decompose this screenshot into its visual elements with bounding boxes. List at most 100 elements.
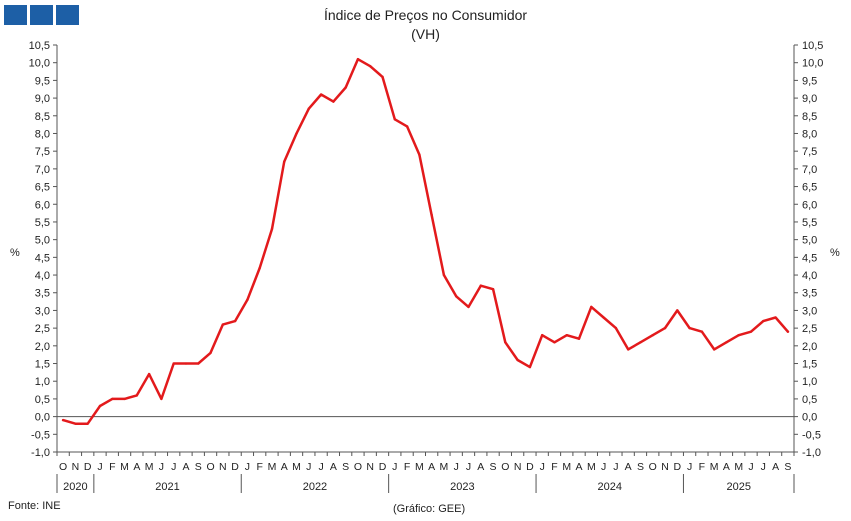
y-tick-label-right: 10,0	[802, 58, 823, 70]
x-month-label: N	[661, 461, 669, 473]
y-tick-label-left: 6,0	[35, 199, 50, 211]
data-point	[295, 132, 298, 135]
x-month-label: J	[306, 461, 311, 473]
x-month-label: M	[710, 461, 719, 473]
data-point	[221, 323, 225, 326]
x-month-label: A	[330, 461, 337, 473]
y-tick-label-left: 0,0	[35, 412, 50, 424]
x-month-label: N	[366, 461, 374, 473]
y-tick-label-left: -1,0	[31, 447, 50, 459]
data-point	[172, 362, 175, 365]
data-point	[344, 86, 347, 89]
y-tick-label-left: 10,5	[29, 40, 50, 52]
logo-block	[4, 5, 27, 25]
y-tick-label-left: 5,5	[35, 217, 50, 229]
x-month-label: O	[649, 461, 657, 473]
y-tick-label-left: 2,0	[35, 341, 50, 353]
data-point	[233, 319, 237, 323]
x-year-label: 2024	[598, 481, 622, 493]
logo	[4, 5, 79, 25]
y-tick-label-right: 9,5	[802, 75, 817, 87]
x-month-label: S	[784, 461, 791, 473]
y-tick-label-right: 6,5	[802, 182, 817, 194]
x-month-label: A	[723, 461, 730, 473]
x-month-label: D	[379, 461, 387, 473]
x-month-label: A	[576, 461, 583, 473]
data-point	[565, 334, 568, 337]
chart-title: Índice de Preços no Consumidor	[323, 7, 528, 23]
y-tick-label-right: 8,0	[802, 128, 817, 140]
y-tick-label-right: 7,5	[802, 146, 817, 158]
data-point	[307, 107, 311, 110]
y-tick-label-right: 9,0	[802, 93, 817, 105]
data-point	[430, 213, 433, 217]
y-tick-label-left: 5,0	[35, 235, 50, 247]
data-point	[540, 334, 544, 337]
x-month-label: M	[145, 461, 154, 473]
y-tick-label-right: 1,0	[802, 376, 817, 388]
y-tick-label-left: 4,0	[35, 270, 50, 282]
data-point	[123, 397, 126, 401]
data-point	[639, 341, 642, 344]
x-month-label: A	[477, 461, 484, 473]
y-tick-label-right: 6,0	[802, 199, 817, 211]
x-month-label: M	[562, 461, 571, 473]
x-month-label: J	[748, 461, 753, 473]
y-tick-label-left: 3,0	[35, 305, 50, 317]
x-month-label: M	[734, 461, 743, 473]
y-tick-label-left: 9,5	[35, 75, 50, 87]
y-tick-label-left: 4,5	[35, 252, 50, 264]
data-point	[676, 309, 679, 312]
data-point	[626, 348, 630, 351]
x-month-label: M	[587, 461, 596, 473]
data-point	[614, 326, 618, 330]
data-point	[700, 330, 704, 333]
data-point	[553, 341, 556, 344]
y-tick-label-right: -0,5	[802, 429, 821, 441]
data-point	[98, 404, 102, 408]
x-month-label: J	[97, 461, 102, 473]
source-note: Fonte: INE	[8, 500, 61, 512]
data-point	[737, 334, 740, 337]
y-tick-label-left: 8,5	[35, 111, 50, 123]
x-month-label: A	[428, 461, 435, 473]
logo-block	[30, 5, 53, 25]
data-point	[184, 362, 188, 365]
x-month-label: F	[699, 461, 705, 473]
y-tick-label-left: 2,5	[35, 323, 50, 335]
x-month-label: F	[551, 461, 557, 473]
x-month-label: O	[59, 461, 67, 473]
x-month-label: J	[466, 461, 471, 473]
x-month-label: J	[159, 461, 164, 473]
x-month-label: M	[120, 461, 129, 473]
x-month-label: D	[84, 461, 92, 473]
data-point	[356, 57, 360, 61]
data-point	[209, 351, 212, 355]
x-month-label: J	[171, 461, 176, 473]
data-point	[74, 422, 77, 425]
x-month-label: A	[772, 461, 779, 473]
x-month-label: M	[268, 461, 277, 473]
y-tick-label-right: 0,0	[802, 412, 817, 424]
x-month-label: D	[231, 461, 239, 473]
credit-note: (Gráfico: GEE)	[393, 503, 466, 515]
x-month-label: J	[613, 461, 618, 473]
y-tick-label-left: 8,0	[35, 128, 50, 140]
x-month-label: F	[256, 461, 262, 473]
x-month-label: N	[514, 461, 522, 473]
data-point	[528, 365, 532, 369]
x-month-label: J	[761, 461, 766, 473]
data-point	[160, 397, 163, 401]
data-point	[197, 362, 200, 365]
data-point	[688, 326, 691, 330]
y-tick-label-left: 6,5	[35, 182, 50, 194]
x-month-label: M	[292, 461, 301, 473]
data-point	[319, 93, 323, 96]
data-point	[774, 316, 777, 319]
y-tick-label-right: 3,5	[802, 288, 817, 300]
data-point	[651, 334, 654, 337]
data-point	[590, 305, 593, 309]
y-tick-label-right: 0,5	[802, 394, 817, 406]
data-point	[725, 341, 728, 344]
